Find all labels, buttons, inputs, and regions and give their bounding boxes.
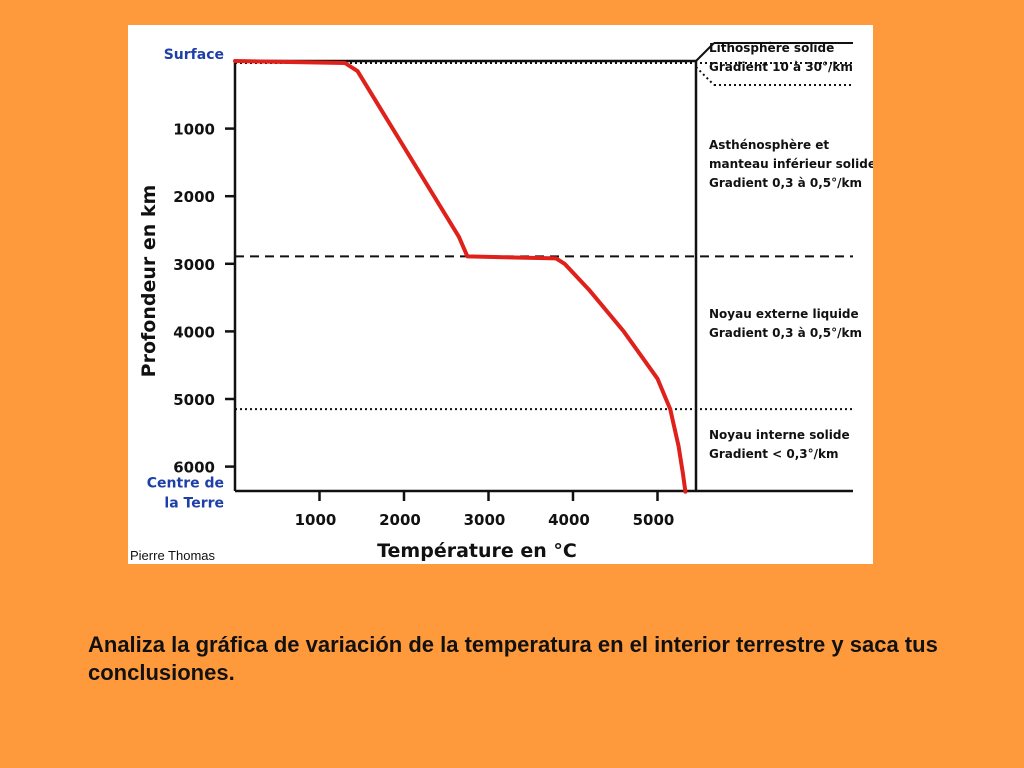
layer-label-line: Gradient 0,3 à 0,5°/km [709, 326, 862, 340]
y-tick-label-5: 6000 [173, 459, 215, 477]
layer-label-3: Noyau interne solide Gradient < 0,3°/km [709, 428, 850, 461]
slide-caption: Analiza la gráfica de variación de la te… [88, 632, 938, 685]
y-special-label-line: la Terre [164, 496, 224, 512]
lithosphere-bracket-top [695, 42, 715, 62]
ticks-layer: 1000 2000 3000 4000 5000 1000 2000 3000 4000 5000… [147, 47, 675, 529]
y-special-label-line: Centre de [147, 476, 224, 492]
layer-label-1: Asthénosphère et manteau inférieur solide… [709, 138, 873, 190]
y-special-label-0: Surface [164, 47, 224, 63]
lithosphere-bracket-bottom [695, 66, 715, 86]
layer-label-line: Lithosphère solide [709, 41, 834, 55]
temperature-depth-figure: Température en °C Profondeur en km Pierr… [128, 25, 873, 564]
boundaries-layer [235, 62, 853, 411]
layer-labels: Lithosphère solide Gradient 10 à 30°/km As… [709, 41, 873, 461]
layer-label-line: Asthénosphère et [709, 138, 829, 152]
y-axis-title: Profondeur en km [138, 185, 160, 378]
layer-label-line: manteau inférieur solides [709, 157, 873, 171]
layer-label-line: Noyau interne solide [709, 428, 850, 442]
x-tick-label-0: 1000 [295, 511, 337, 529]
x-tick-label-4: 5000 [633, 511, 675, 529]
x-tick-label-3: 4000 [548, 511, 590, 529]
layer-label-line: Gradient < 0,3°/km [709, 447, 839, 461]
layer-label-2: Noyau externe liquide Gradient 0,3 à 0,5°… [709, 307, 862, 340]
credit-label: Pierre Thomas [130, 548, 216, 563]
x-tick-label-2: 3000 [464, 511, 506, 529]
layer-label-line: Noyau externe liquide [709, 307, 859, 321]
y-tick-label-3: 4000 [173, 323, 215, 341]
x-tick-label-1: 2000 [379, 511, 421, 529]
temperature-curve-0 [233, 59, 688, 494]
y-special-label-1: Centre de la Terre [147, 476, 224, 512]
x-axis-title: Température en °C [377, 540, 577, 562]
temperature-depth-chart: Température en °C Profondeur en km Pierr… [130, 41, 873, 563]
curve-layer [233, 59, 688, 494]
y-tick-label-1: 2000 [173, 188, 215, 206]
layer-label-0: Lithosphère solide Gradient 10 à 30°/km [709, 41, 853, 74]
layer-label-line: Gradient 0,3 à 0,5°/km [709, 176, 862, 190]
y-tick-label-0: 1000 [173, 121, 215, 139]
y-tick-label-4: 5000 [173, 391, 215, 409]
y-tick-label-2: 3000 [173, 256, 215, 274]
layer-label-line: Gradient 10 à 30°/km [709, 60, 853, 74]
